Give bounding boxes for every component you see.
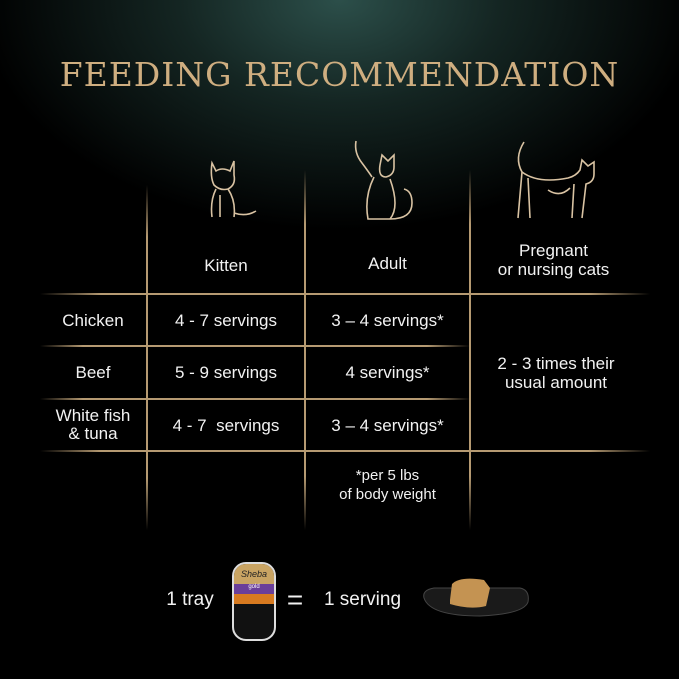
kitten-icon [200,155,260,226]
food-serving-image [423,578,529,617]
tray-label: 1 tray [166,588,214,610]
grid-line [40,345,470,347]
column-header-kitten: Kitten [204,255,248,275]
adult-cat-icon [350,137,420,228]
row-label-chicken: Chicken [62,310,124,330]
grid-line [304,170,306,530]
serving-label: 1 serving [323,588,402,610]
grid-line [40,293,650,295]
adult-white-fish-tuna: 3 – 4 servings* [331,415,444,435]
row-label-beef: Beef [75,363,111,382]
kitten-beef: 5 - 9 servings [174,363,278,382]
page-title: FEEDING RECOMMENDATION [59,55,620,94]
tray-image: Sheba gold [232,562,276,641]
grid-line [469,170,471,530]
kitten-white-fish-tuna: 4 - 7 servings [172,415,280,435]
column-header-pregnant: Pregnant or nursing cats [497,241,610,279]
column-header-adult: Adult [368,253,407,273]
pregnant-cat-icon [508,138,602,227]
tray-band [234,594,274,604]
grid-line [40,450,650,452]
adult-beef: 4 servings* [345,363,430,382]
grid-line [146,185,148,530]
tray-logo: Sheba [234,564,274,584]
equals-sign: = [286,583,304,615]
footnote: *per 5 lbs of body weight [339,467,436,503]
pregnant-value: 2 - 3 times their usual amount [497,353,615,392]
adult-chicken: 3 – 4 servings* [331,310,444,330]
grid-line [40,398,470,400]
kitten-chicken: 4 - 7 servings [174,310,278,330]
row-label-white-fish-tuna: White fish & tuna [55,406,131,443]
tray-line-label: gold [234,584,274,594]
